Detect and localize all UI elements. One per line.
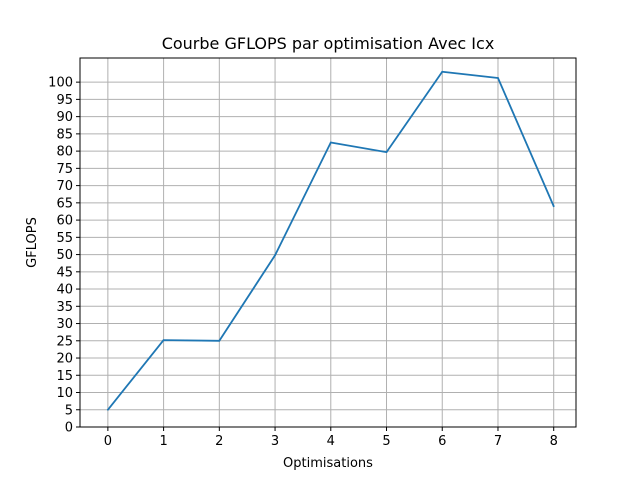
series-layer	[106, 70, 555, 411]
y-tick-label: 20	[56, 352, 73, 367]
y-tick-label: 5	[65, 403, 73, 418]
y-tick-label: 100	[48, 76, 73, 91]
x-tick-label: 5	[382, 434, 390, 449]
x-tick-label: 3	[271, 434, 279, 449]
y-tick-label: 25	[56, 334, 73, 349]
x-axis-label: Optimisations	[283, 456, 373, 471]
y-tick-label: 55	[56, 231, 73, 246]
data-point	[385, 151, 388, 154]
y-tick-label: 85	[56, 127, 73, 142]
y-tick-label: 40	[56, 283, 73, 298]
y-tick-label: 65	[56, 196, 73, 211]
plot-area-frame	[79, 57, 577, 428]
y-tick-label: 10	[56, 386, 73, 401]
chart-title: Courbe GFLOPS par optimisation Avec Icx	[162, 34, 495, 53]
x-axis-ticks: 0 1 2 3 4 5 6 7 8	[104, 427, 558, 449]
data-point	[162, 339, 165, 341]
y-tick-label: 0	[65, 421, 73, 436]
y-axis-label: GFLOPS	[25, 217, 40, 268]
grid-lines	[80, 58, 576, 428]
data-point	[274, 254, 276, 257]
data-point	[441, 70, 444, 73]
data-point	[497, 77, 499, 79]
y-tick-label: 15	[56, 369, 73, 384]
x-tick-label: 6	[438, 434, 446, 449]
x-tick-label: 1	[159, 434, 167, 449]
y-tick-label: 50	[56, 248, 73, 263]
y-tick-label: 75	[56, 162, 73, 177]
data-point	[552, 205, 555, 208]
data-point	[218, 339, 221, 342]
data-point	[329, 141, 332, 144]
y-tick-label: 60	[56, 214, 73, 229]
y-axis-ticks: 0 5 10 15 20 25 30 35 40 45 50 55 60 65 70 75 80 85 90 95 10…	[48, 76, 80, 436]
x-tick-label: 4	[327, 434, 335, 449]
y-tick-label: 70	[56, 179, 73, 194]
x-tick-label: 2	[215, 434, 223, 449]
x-tick-label: 8	[550, 434, 558, 449]
y-tick-label: 95	[56, 93, 73, 108]
x-tick-label: 0	[104, 434, 112, 449]
data-point	[106, 408, 109, 411]
x-tick-label: 7	[494, 434, 502, 449]
y-tick-label: 35	[56, 300, 73, 315]
y-tick-label: 45	[56, 265, 73, 280]
y-tick-label: 30	[56, 317, 73, 332]
y-tick-label: 90	[56, 110, 73, 125]
y-tick-label: 80	[56, 145, 73, 160]
